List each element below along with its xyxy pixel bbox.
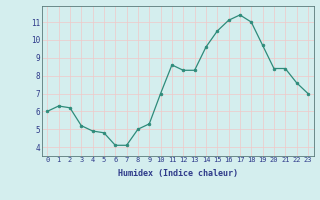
X-axis label: Humidex (Indice chaleur): Humidex (Indice chaleur) <box>118 169 237 178</box>
